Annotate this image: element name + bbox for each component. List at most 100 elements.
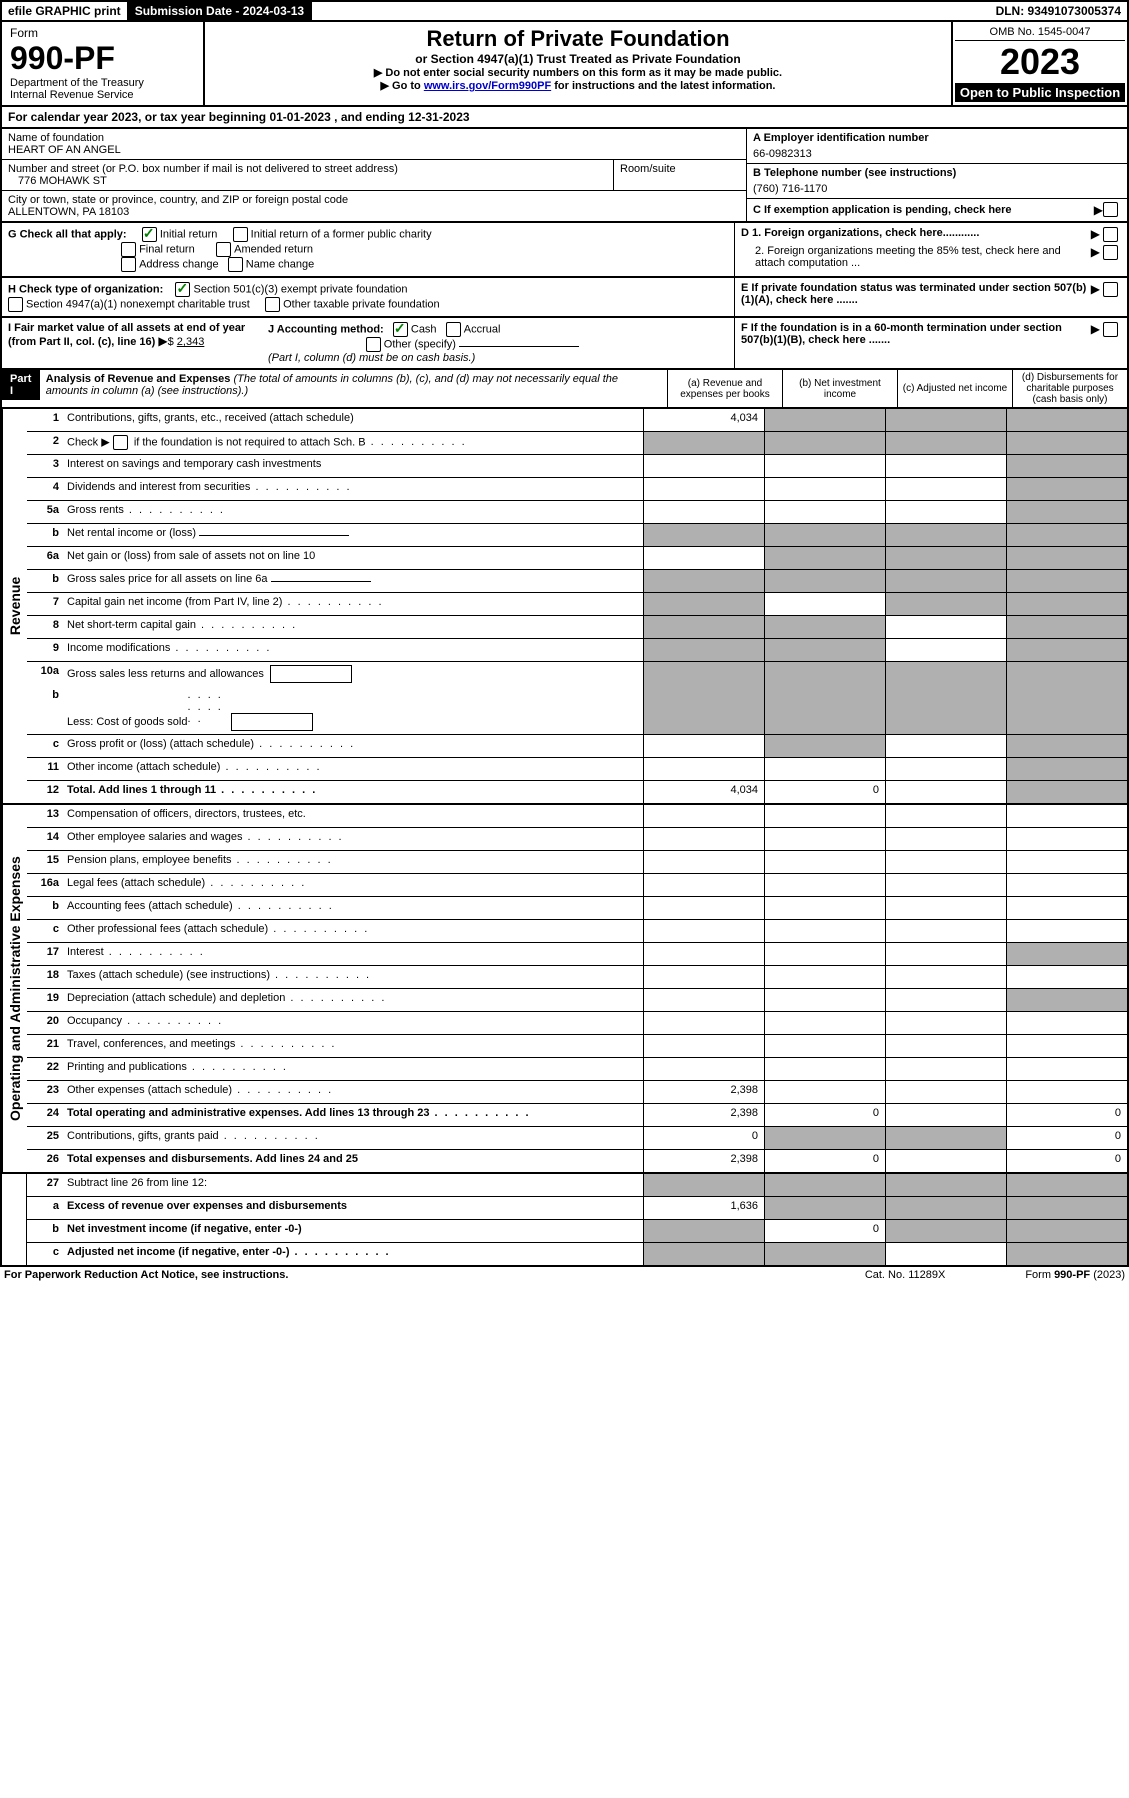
f-label: F If the foundation is in a 60-month ter… [741, 322, 1091, 364]
g-final-checkbox[interactable] [121, 242, 136, 257]
line-10c: cGross profit or (loss) (attach schedule… [27, 734, 1127, 757]
line-15: 15Pension plans, employee benefits [27, 850, 1127, 873]
omb: OMB No. 1545-0047 [955, 24, 1125, 41]
arrow-icon: ▶ [158, 334, 167, 348]
j-accrual: Accrual [464, 323, 501, 335]
note2: ▶ Go to www.irs.gov/Form990PF for instru… [209, 79, 947, 92]
line-22: 22Printing and publications [27, 1057, 1127, 1080]
f-checkbox[interactable] [1103, 322, 1118, 337]
info-block: Name of foundation HEART OF AN ANGEL Num… [0, 129, 1129, 223]
ein-label: A Employer identification number [753, 132, 1121, 144]
arrow-icon: ▶ [1091, 322, 1100, 364]
address-row: Number and street (or P.O. box number if… [2, 160, 746, 191]
line27-section: 27Subtract line 26 from line 12: aExcess… [0, 1174, 1129, 1267]
l27a-desc: Excess of revenue over expenses and disb… [65, 1197, 643, 1219]
l11-desc: Other income (attach schedule) [65, 758, 643, 780]
l23-a: 2,398 [643, 1081, 764, 1103]
line-21: 21Travel, conferences, and meetings [27, 1034, 1127, 1057]
l1-desc: Contributions, gifts, grants, etc., rece… [65, 409, 643, 431]
expenses-side-label: Operating and Administrative Expenses [2, 805, 27, 1172]
form-header: Form 990-PF Department of the Treasury I… [0, 22, 1129, 107]
j-other-checkbox[interactable] [366, 337, 381, 352]
header-center: Return of Private Foundation or Section … [205, 22, 951, 105]
h2-checkbox[interactable] [8, 297, 23, 312]
l2-checkbox[interactable] [113, 435, 128, 450]
l21-desc: Travel, conferences, and meetings [65, 1035, 643, 1057]
line-26: 26Total expenses and disbursements. Add … [27, 1149, 1127, 1172]
phone-label: B Telephone number (see instructions) [753, 167, 1121, 179]
e-label: E If private foundation status was termi… [741, 282, 1091, 312]
i-value: 2,343 [177, 336, 205, 348]
c-checkbox[interactable] [1103, 202, 1118, 217]
city: ALLENTOWN, PA 18103 [8, 206, 740, 218]
h3-checkbox[interactable] [265, 297, 280, 312]
g-name-checkbox[interactable] [228, 257, 243, 272]
arrow-icon: ▶ [1091, 245, 1100, 269]
line-6a: 6aNet gain or (loss) from sale of assets… [27, 546, 1127, 569]
l1-a: 4,034 [643, 409, 764, 431]
info-right: A Employer identification number 66-0982… [746, 129, 1127, 221]
l2-b [764, 432, 885, 454]
line-6b: bGross sales price for all assets on lin… [27, 569, 1127, 592]
l2-a [643, 432, 764, 454]
l27c-desc: Adjusted net income (if negative, enter … [65, 1243, 643, 1265]
l5a-desc: Gross rents [65, 501, 643, 523]
g-d-row: G Check all that apply: Initial return I… [0, 223, 1129, 278]
j-accrual-checkbox[interactable] [446, 322, 461, 337]
g-address: Address change [139, 258, 219, 270]
l5b-desc: Net rental income or (loss) [65, 524, 643, 546]
calendar-year: For calendar year 2023, or tax year begi… [0, 107, 1129, 129]
g-address-checkbox[interactable] [121, 257, 136, 272]
line-5a: 5aGross rents [27, 500, 1127, 523]
l24-b: 0 [764, 1104, 885, 1126]
d-section: D 1. Foreign organizations, check here..… [734, 223, 1127, 276]
line-2: 2Check ▶ if the foundation is not requir… [27, 431, 1127, 454]
form-subtitle: or Section 4947(a)(1) Trust Treated as P… [209, 52, 947, 66]
g-initial: Initial return [160, 228, 217, 240]
g-initial-checkbox[interactable] [142, 227, 157, 242]
part1-title-cell: Part I Analysis of Revenue and Expenses … [2, 370, 667, 407]
l12-b: 0 [764, 781, 885, 803]
h1-checkbox[interactable] [175, 282, 190, 297]
d1-checkbox[interactable] [1103, 227, 1118, 242]
h-e-row: H Check type of organization: Section 50… [0, 278, 1129, 318]
open-inspection: Open to Public Inspection [955, 83, 1125, 102]
i-label: I Fair market value of all assets at end… [8, 322, 245, 348]
j-cash-checkbox[interactable] [393, 322, 408, 337]
j-other: Other (specify) [384, 338, 456, 350]
g-former-checkbox[interactable] [233, 227, 248, 242]
l2-desc: Check ▶ if the foundation is not require… [65, 432, 643, 454]
line-14: 14Other employee salaries and wages [27, 827, 1127, 850]
info-left: Name of foundation HEART OF AN ANGEL Num… [2, 129, 746, 221]
l1-b [764, 409, 885, 431]
l8-desc: Net short-term capital gain [65, 616, 643, 638]
part1-title: Analysis of Revenue and Expenses [46, 373, 231, 385]
irs-link[interactable]: www.irs.gov/Form990PF [424, 80, 551, 92]
revenue-side-label: Revenue [2, 409, 27, 803]
form-title: Return of Private Foundation [209, 26, 947, 52]
l9-desc: Income modifications [65, 639, 643, 661]
l27b-b: 0 [764, 1220, 885, 1242]
l13-desc: Compensation of officers, directors, tru… [65, 805, 643, 827]
efile-label: efile GRAPHIC print [2, 2, 129, 20]
j-cash: Cash [411, 323, 437, 335]
line-27: 27Subtract line 26 from line 12: [27, 1174, 1127, 1196]
h-section: H Check type of organization: Section 50… [2, 278, 734, 316]
arrow-icon: ▶ [1091, 282, 1100, 312]
l6b-desc: Gross sales price for all assets on line… [65, 570, 643, 592]
l27a-a: 1,636 [643, 1197, 764, 1219]
line-3: 3Interest on savings and temporary cash … [27, 454, 1127, 477]
l3-desc: Interest on savings and temporary cash i… [65, 455, 643, 477]
g-amended-checkbox[interactable] [216, 242, 231, 257]
h1: Section 501(c)(3) exempt private foundat… [193, 283, 407, 295]
header-left: Form 990-PF Department of the Treasury I… [2, 22, 205, 105]
line-13: 13Compensation of officers, directors, t… [27, 805, 1127, 827]
ij-f-row: I Fair market value of all assets at end… [0, 318, 1129, 370]
phone-cell: B Telephone number (see instructions) (7… [747, 164, 1127, 199]
l22-desc: Printing and publications [65, 1058, 643, 1080]
e-checkbox[interactable] [1103, 282, 1118, 297]
line-18: 18Taxes (attach schedule) (see instructi… [27, 965, 1127, 988]
e-section: E If private foundation status was termi… [734, 278, 1127, 316]
d2-checkbox[interactable] [1103, 245, 1118, 260]
l15-desc: Pension plans, employee benefits [65, 851, 643, 873]
